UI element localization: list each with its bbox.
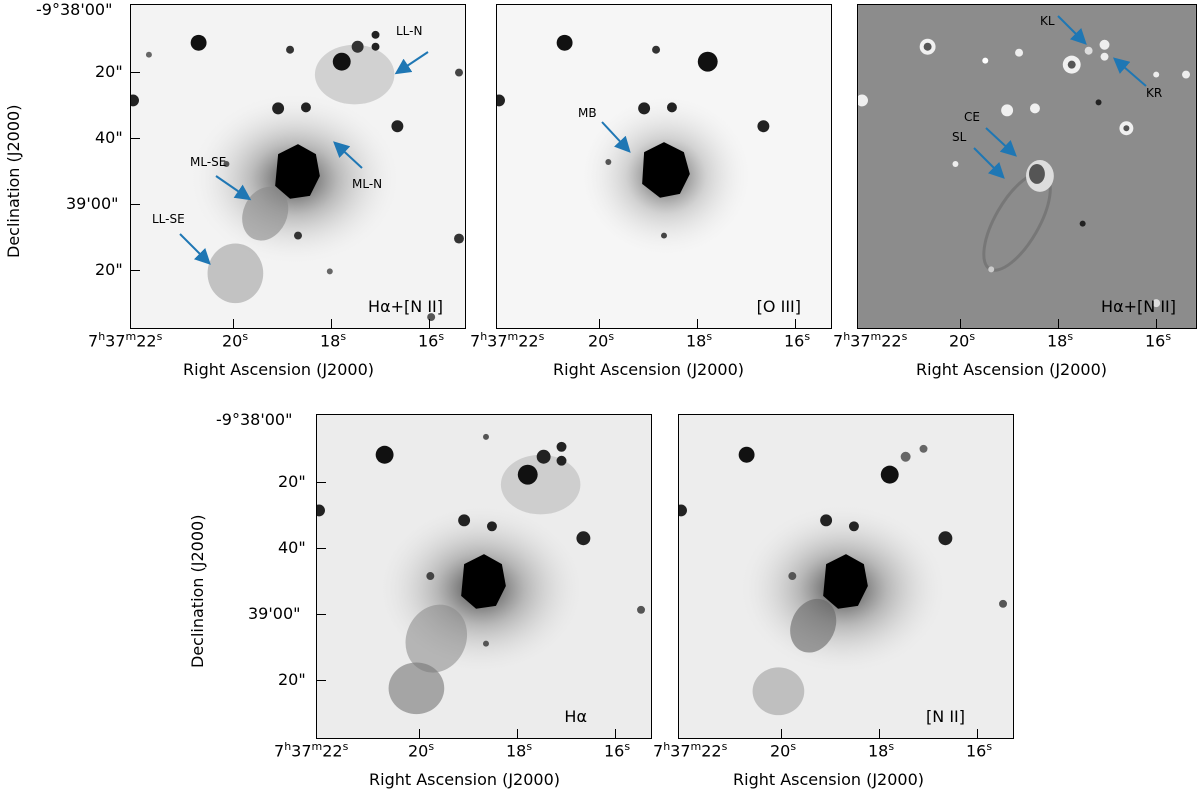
dec-tick-label: 20" xyxy=(278,670,306,689)
dec-tick-label: 20" xyxy=(95,62,123,81)
ra-tick: 18s xyxy=(868,740,895,761)
ra-tick: 18s xyxy=(686,330,713,351)
panel-label: Hα+[N II] xyxy=(368,297,443,316)
dec-tick-label: 39'00" xyxy=(66,194,119,213)
ra-first-tick: 7h37m22s xyxy=(470,330,545,351)
ra-tick: 20s xyxy=(949,330,976,351)
dec-tick-label: 20" xyxy=(95,260,123,279)
ra-first-tick: 7h37m22s xyxy=(274,740,349,761)
annotation-ll-n: LL-N xyxy=(396,24,423,38)
ra-tick: 20s xyxy=(408,740,435,761)
annotation-mb: MB xyxy=(578,106,597,120)
panel-oiii: [O III] xyxy=(496,4,832,329)
ra-tick: 18s xyxy=(1047,330,1074,351)
dec-tick-label: 40" xyxy=(95,128,123,147)
ra-tick: 18s xyxy=(320,330,347,351)
ra-tick: 18s xyxy=(506,740,533,761)
ra-first-tick: 7h37m22s xyxy=(653,740,728,761)
annotation-ml-se: ML-SE xyxy=(190,155,227,169)
ra-axis-label: Right Ascension (J2000) xyxy=(916,360,1107,379)
panel-nii: [N II] xyxy=(678,414,1014,739)
ra-tick: 16s xyxy=(418,330,445,351)
panel-label: [O III] xyxy=(756,297,801,316)
ra-tick: 16s xyxy=(1145,330,1172,351)
halpha-nii-image xyxy=(131,5,465,328)
ra-first-tick: 7h37m22s xyxy=(88,330,163,351)
dec-tick-label: 20" xyxy=(278,472,306,491)
ra-tick: 20s xyxy=(588,330,615,351)
dec-tick-label: 39'00" xyxy=(248,604,301,623)
dec-axis-label: Declination (J2000) xyxy=(188,514,207,668)
panel-halpha-nii-diff: Hα+[N II] xyxy=(857,4,1197,329)
ra-first-tick: 7h37m22s xyxy=(833,330,908,351)
nii-image xyxy=(679,415,1013,738)
ra-axis-label: Right Ascension (J2000) xyxy=(733,770,924,789)
dec-tick-label: -9°38'00" xyxy=(216,410,293,429)
annotation-ce: CE xyxy=(964,110,980,124)
ra-tick: 16s xyxy=(784,330,811,351)
ra-tick: 20s xyxy=(222,330,249,351)
ra-tick: 16s xyxy=(966,740,993,761)
dec-tick-label: -9°38'00" xyxy=(36,0,113,19)
ra-axis-label: Right Ascension (J2000) xyxy=(369,770,560,789)
annotation-ml-n: ML-N xyxy=(352,177,383,191)
halpha-nii-diff-image xyxy=(858,5,1196,328)
dec-tick-label: 40" xyxy=(278,538,306,557)
ra-tick: 20s xyxy=(770,740,797,761)
panel-label: Hα xyxy=(564,707,587,726)
panel-label: Hα+[N II] xyxy=(1101,297,1176,316)
annotation-kr: KR xyxy=(1146,86,1163,100)
annotation-kl: KL xyxy=(1040,14,1055,28)
panel-halpha: Hα xyxy=(316,414,652,739)
halpha-image xyxy=(317,415,651,738)
ra-tick: 16s xyxy=(604,740,631,761)
ra-axis-label: Right Ascension (J2000) xyxy=(553,360,744,379)
ra-axis-label: Right Ascension (J2000) xyxy=(183,360,374,379)
annotation-ll-se: LL-SE xyxy=(152,212,185,226)
panel-label: [N II] xyxy=(926,707,965,726)
annotation-sl: SL xyxy=(952,130,967,144)
oiii-image xyxy=(497,5,831,328)
panel-halpha-nii-top: Hα+[N II] xyxy=(130,4,466,329)
dec-axis-label: Declination (J2000) xyxy=(4,104,23,258)
